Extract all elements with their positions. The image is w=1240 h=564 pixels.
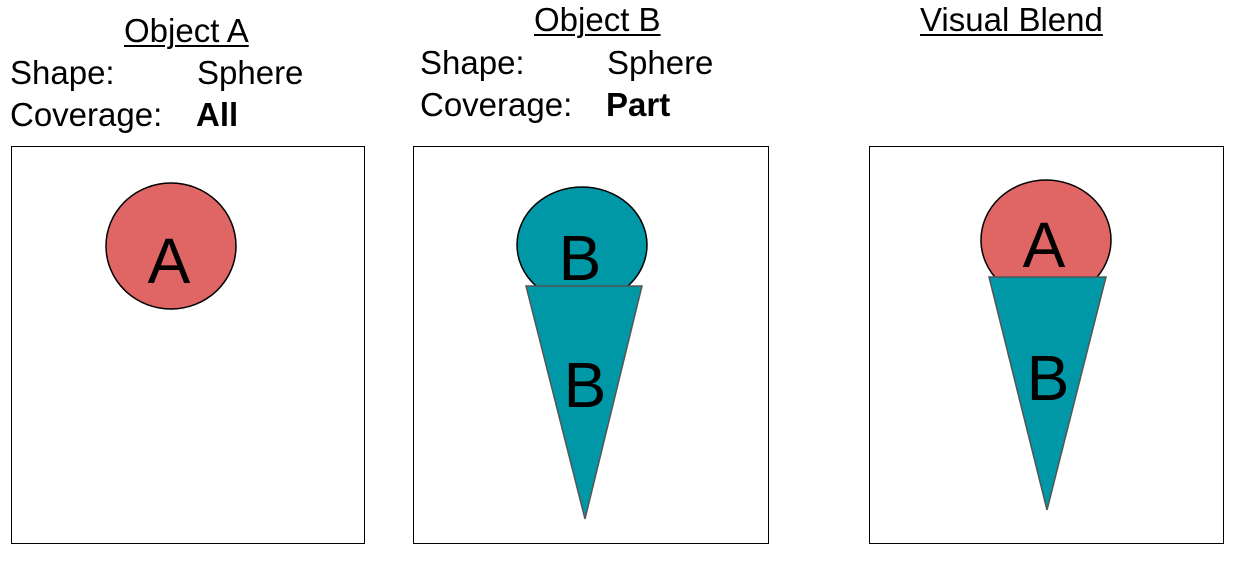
coverage-value: Part xyxy=(606,86,671,123)
object-b-sphere-letter: B xyxy=(559,222,602,294)
object-b-cone-letter: B xyxy=(564,349,607,421)
coverage-value: All xyxy=(196,96,239,133)
visual-blend-title: Visual Blend xyxy=(920,1,1103,38)
object-b-cone xyxy=(525,285,643,520)
object-a-shape-row: Shape: Sphere xyxy=(10,54,303,91)
blend-cone-letter: B xyxy=(1027,342,1070,414)
shape-value: Sphere xyxy=(607,44,714,81)
shape-label: Shape: xyxy=(10,54,115,91)
blend-cone xyxy=(988,276,1107,511)
coverage-label: Coverage: xyxy=(420,86,573,123)
object-b-title: Object B xyxy=(534,1,661,38)
shape-label: Shape: xyxy=(420,44,525,81)
object-a-sphere-letter: A xyxy=(148,225,191,297)
object-a-coverage-row: Coverage: All xyxy=(10,96,238,133)
object-a-sphere xyxy=(105,182,237,310)
blend-sphere-letter: A xyxy=(1023,209,1066,281)
coverage-label: Coverage: xyxy=(10,96,163,133)
object-b-coverage-row: Coverage: Part xyxy=(420,86,670,123)
object-a-title: Object A xyxy=(124,12,249,49)
shape-value: Sphere xyxy=(197,54,304,91)
object-b-shape-row: Shape: Sphere xyxy=(420,44,713,81)
